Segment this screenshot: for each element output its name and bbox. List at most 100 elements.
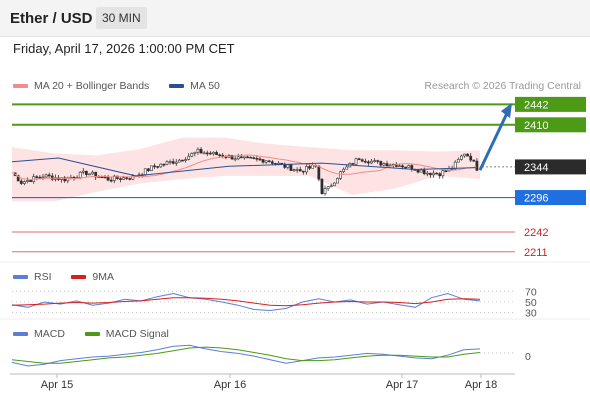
candle-body — [159, 163, 163, 168]
candle-body — [63, 177, 67, 182]
candle-body — [339, 171, 342, 179]
candles-layer — [13, 147, 479, 196]
bollinger-band — [12, 137, 480, 202]
candle-body — [218, 154, 222, 157]
macd-swatch — [13, 332, 28, 337]
candle-body — [407, 165, 411, 168]
candle-body — [233, 158, 237, 161]
candle-body — [311, 164, 315, 169]
candle-body — [453, 161, 457, 170]
candle-body — [258, 158, 262, 161]
candle-body — [50, 175, 54, 180]
candle-body — [187, 155, 191, 160]
candle-body — [78, 171, 82, 178]
candle-body — [177, 159, 181, 163]
macd-legend-label: MACD — [34, 328, 65, 340]
candle-body — [171, 161, 175, 164]
time-tick-label: Apr 16 — [214, 379, 246, 391]
price-legend: MA 20 + Bollinger Bands MA 50 — [13, 80, 220, 92]
candle-body — [212, 151, 215, 155]
candle-body — [249, 156, 253, 159]
candle-body — [354, 158, 358, 165]
candle-body — [81, 170, 85, 173]
candle-body — [379, 161, 383, 166]
resistance-label: 2442 — [524, 99, 548, 111]
rsi-level-label: 30 — [525, 308, 537, 320]
candle-body — [270, 161, 274, 164]
resistance-label-box — [515, 117, 586, 133]
candle-body — [475, 160, 479, 171]
candle-body — [103, 176, 107, 179]
chart-datetime: Friday, April 17, 2026 1:00:00 PM CET — [13, 41, 235, 56]
rsi-legend-label: RSI — [34, 271, 52, 283]
candle-body — [174, 161, 178, 164]
candle-body — [466, 153, 469, 157]
candle-body — [363, 160, 367, 163]
candle-body — [320, 178, 324, 195]
candle-body — [373, 160, 377, 162]
time-tick-label: Apr 18 — [465, 379, 497, 391]
candle-body — [199, 148, 203, 154]
candle-body — [150, 165, 153, 172]
candle-body — [444, 170, 448, 173]
candle-body — [301, 170, 305, 173]
candle-body — [351, 163, 355, 165]
candle-body — [168, 161, 172, 163]
candle-body — [472, 159, 476, 162]
candle-body — [326, 186, 330, 190]
candle-body — [261, 159, 265, 163]
current-price-box — [515, 159, 586, 175]
bollinger-band-layer — [12, 137, 480, 202]
candle-body — [435, 172, 438, 175]
interval-button[interactable]: 30 MIN — [96, 7, 147, 29]
forecast-arrow-shaft — [478, 110, 510, 171]
candle-body — [360, 159, 364, 162]
rsi-level-label: 70 — [525, 286, 537, 298]
candle-body — [88, 173, 91, 176]
support-label: 2242 — [524, 227, 548, 239]
candle-body — [456, 159, 460, 163]
candle-body — [230, 154, 234, 160]
candle-body — [385, 163, 389, 167]
candle-body — [91, 171, 94, 175]
candle-body — [202, 152, 206, 155]
support-label: 2211 — [524, 247, 548, 259]
candle-body — [329, 185, 333, 188]
candle-body — [115, 175, 119, 179]
candle-body — [286, 164, 290, 168]
candle-body — [317, 165, 321, 180]
candle-body — [112, 175, 116, 181]
candle-body — [153, 165, 156, 168]
candle-body — [469, 155, 473, 161]
candle-body — [376, 160, 380, 162]
candle-body — [41, 176, 45, 179]
ma20-swatch — [13, 84, 28, 89]
candle-body — [47, 174, 51, 177]
moving-average-layer — [11, 154, 477, 181]
candle-body — [125, 177, 129, 179]
candle-body — [267, 160, 271, 163]
candle-body — [292, 169, 296, 171]
resistance-label-box — [515, 96, 586, 112]
candle-body — [109, 179, 113, 182]
candle-body — [236, 156, 240, 160]
candle-body — [342, 168, 346, 172]
candle-body — [84, 170, 88, 175]
time-axis: Apr 15 Apr 16 Apr 17 Apr 18 — [10, 373, 515, 391]
candle-body — [44, 174, 48, 178]
resistance-label: 2410 — [524, 120, 548, 132]
candle-body — [35, 176, 39, 178]
candle-body — [404, 166, 408, 169]
time-tick-label: Apr 15 — [41, 379, 73, 391]
copyright-notice: Research © 2026 Trading Central — [424, 80, 581, 92]
candle-body — [193, 151, 197, 154]
candle-body — [308, 166, 311, 169]
title-bar: Ether / USD 30 MIN — [0, 0, 590, 37]
rsi-legend: RSI 9MA — [13, 271, 114, 283]
candle-body — [29, 180, 32, 182]
candle-body — [252, 157, 256, 159]
candle-body — [246, 156, 249, 159]
candle-body — [128, 178, 132, 180]
candle-body — [19, 180, 23, 184]
